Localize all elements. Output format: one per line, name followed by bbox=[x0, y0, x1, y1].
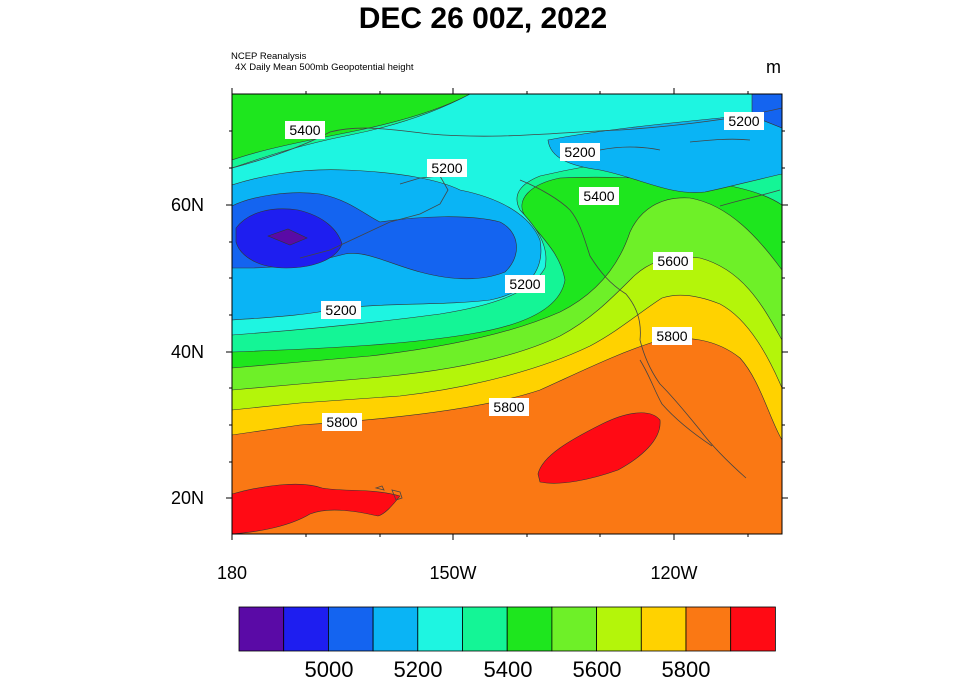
lat-label-60n: 60N bbox=[171, 195, 204, 215]
fill-5200-5300-northeast bbox=[547, 101, 782, 193]
colorbar-swatch bbox=[596, 606, 642, 652]
lon-label-150w: 150W bbox=[429, 563, 476, 583]
colorbar-swatch bbox=[327, 606, 374, 652]
contour-field bbox=[232, 94, 782, 534]
fill-topleft-5500 bbox=[232, 94, 471, 161]
colorbar-swatch bbox=[551, 606, 598, 652]
colorbar-label-5200: 5200 bbox=[394, 657, 443, 682]
contour-label-5200-aleutian: 5200 bbox=[431, 160, 462, 176]
colorbar-swatch bbox=[417, 606, 463, 652]
colorbar-swatch bbox=[462, 606, 508, 652]
colorbar-swatch bbox=[238, 606, 285, 652]
fill-4900-5000 bbox=[267, 228, 308, 246]
colorbar-label-5400: 5400 bbox=[484, 657, 533, 682]
variable-label: 4X Daily Mean 500mb Geopotential height bbox=[235, 62, 414, 73]
colorbar-labels: 5000 5200 5400 5600 5800 bbox=[305, 657, 711, 682]
lon-label-120w: 120W bbox=[650, 563, 697, 583]
contour-label-5800-east: 5800 bbox=[656, 328, 687, 344]
colorbar-swatch bbox=[506, 606, 553, 652]
longitude-axis: 180 150W 120W bbox=[217, 563, 698, 583]
contour-label-5200-ne: 5200 bbox=[728, 113, 759, 129]
contour-label-5200-gulf: 5200 bbox=[509, 276, 540, 292]
contour-label-5400-coast: 5400 bbox=[583, 188, 614, 204]
contour-label-5600: 5600 bbox=[657, 253, 688, 269]
latitude-axis: 60N 40N 20N bbox=[171, 195, 204, 508]
source-label: NCEP Reanalysis bbox=[231, 51, 307, 62]
colorbar-swatch bbox=[640, 606, 687, 652]
contour-label-5800-west: 5800 bbox=[326, 414, 357, 430]
colorbar-swatch bbox=[283, 606, 329, 652]
colorbar-swatch bbox=[685, 606, 732, 652]
map-frame bbox=[226, 88, 788, 540]
contour-label-5200-canada: 5200 bbox=[564, 144, 595, 160]
fill-5900-east bbox=[537, 412, 661, 484]
fill-5900-hawaii bbox=[232, 483, 401, 534]
colorbar-label-5800: 5800 bbox=[662, 657, 711, 682]
contour-label-5400-nw: 5400 bbox=[289, 122, 320, 138]
colorbar-label-5600: 5600 bbox=[573, 657, 622, 682]
colorbar-swatch bbox=[730, 606, 776, 652]
contour-labels: 5400 5200 5200 5400 5600 5800 5200 5200 … bbox=[285, 112, 764, 431]
colorbar-label-5000: 5000 bbox=[305, 657, 354, 682]
colorbar-swatch bbox=[372, 606, 419, 652]
contour-label-5200-west: 5200 bbox=[325, 302, 356, 318]
lat-label-20n: 20N bbox=[171, 488, 204, 508]
map-title: DEC 26 00Z, 2022 bbox=[358, 2, 608, 35]
colorbar bbox=[238, 606, 776, 652]
units-label: m bbox=[766, 57, 781, 77]
lat-label-40n: 40N bbox=[171, 342, 204, 362]
contour-label-5800-mid: 5800 bbox=[493, 399, 524, 415]
lon-label-180: 180 bbox=[217, 563, 247, 583]
